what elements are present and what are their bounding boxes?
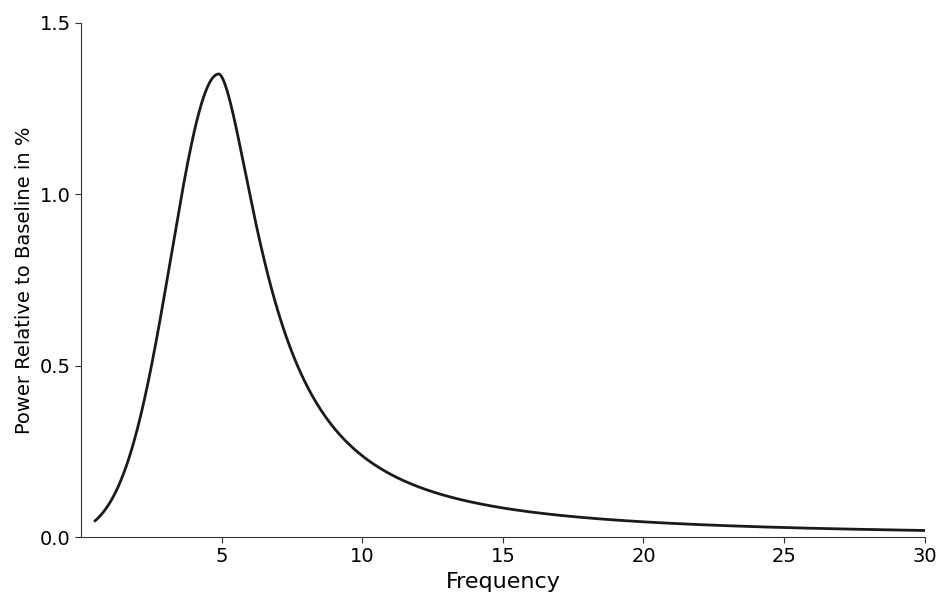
X-axis label: Frequency: Frequency xyxy=(446,572,561,592)
Y-axis label: Power Relative to Baseline in %: Power Relative to Baseline in % xyxy=(15,126,34,433)
